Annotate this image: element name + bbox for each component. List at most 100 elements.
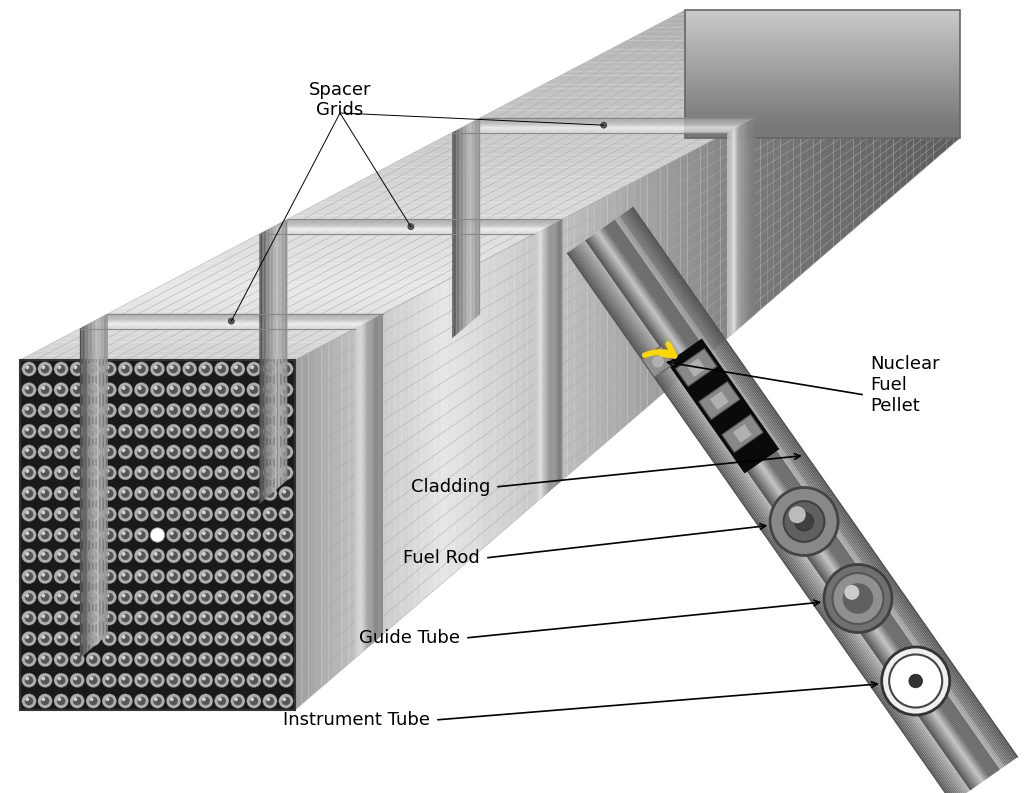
Circle shape (230, 465, 245, 480)
Polygon shape (272, 227, 273, 493)
Polygon shape (579, 243, 966, 793)
Circle shape (74, 448, 78, 452)
Circle shape (137, 552, 145, 560)
Polygon shape (421, 290, 428, 601)
Circle shape (266, 635, 270, 639)
Text: Instrument Tube: Instrument Tube (283, 711, 430, 729)
Circle shape (185, 655, 194, 664)
Polygon shape (612, 220, 998, 771)
Circle shape (54, 694, 69, 708)
Polygon shape (601, 228, 987, 780)
Circle shape (105, 406, 114, 415)
Circle shape (215, 673, 229, 688)
Polygon shape (466, 125, 468, 326)
Circle shape (185, 365, 194, 374)
Circle shape (122, 531, 126, 535)
Polygon shape (685, 44, 961, 48)
Polygon shape (654, 167, 660, 401)
Circle shape (185, 573, 189, 577)
Circle shape (882, 647, 949, 715)
Circle shape (233, 385, 242, 394)
Circle shape (54, 404, 69, 418)
Polygon shape (685, 57, 961, 61)
Circle shape (247, 507, 261, 522)
Circle shape (137, 634, 145, 643)
Circle shape (134, 465, 148, 480)
Circle shape (217, 676, 226, 684)
Circle shape (151, 362, 165, 376)
Circle shape (57, 552, 66, 560)
Circle shape (38, 507, 52, 522)
Circle shape (185, 511, 189, 515)
Circle shape (185, 531, 194, 539)
Polygon shape (536, 233, 537, 503)
Circle shape (169, 573, 178, 580)
Circle shape (137, 427, 145, 435)
Polygon shape (474, 262, 481, 556)
Circle shape (166, 631, 181, 646)
Polygon shape (561, 216, 567, 481)
Circle shape (25, 552, 33, 560)
Polygon shape (685, 117, 961, 121)
Circle shape (102, 528, 117, 542)
Circle shape (279, 694, 293, 708)
Circle shape (151, 653, 165, 667)
Circle shape (170, 511, 174, 515)
Polygon shape (754, 118, 755, 315)
Polygon shape (278, 224, 279, 488)
Polygon shape (479, 118, 480, 316)
Polygon shape (315, 346, 322, 693)
Polygon shape (90, 323, 91, 650)
Circle shape (170, 448, 174, 452)
Circle shape (217, 614, 226, 623)
Circle shape (38, 362, 52, 376)
Polygon shape (621, 185, 628, 430)
Circle shape (250, 635, 254, 639)
Circle shape (26, 656, 30, 660)
Circle shape (266, 427, 274, 435)
Circle shape (38, 445, 52, 459)
Circle shape (154, 427, 158, 431)
Polygon shape (947, 13, 953, 149)
Circle shape (22, 653, 36, 667)
Circle shape (57, 573, 66, 580)
Circle shape (137, 573, 141, 577)
Circle shape (234, 407, 238, 411)
Circle shape (215, 694, 229, 708)
Circle shape (217, 573, 226, 580)
Circle shape (266, 552, 270, 556)
Polygon shape (748, 118, 754, 321)
Circle shape (137, 406, 145, 415)
Circle shape (57, 407, 61, 411)
Polygon shape (734, 125, 740, 332)
Polygon shape (685, 52, 961, 57)
Circle shape (154, 552, 162, 560)
Polygon shape (591, 236, 977, 787)
Polygon shape (627, 36, 910, 40)
Circle shape (601, 122, 606, 128)
Polygon shape (444, 132, 727, 137)
Circle shape (166, 362, 181, 376)
Circle shape (73, 634, 81, 643)
Polygon shape (465, 125, 466, 328)
Circle shape (218, 366, 222, 370)
Polygon shape (953, 10, 961, 144)
Polygon shape (728, 132, 729, 337)
Polygon shape (600, 229, 986, 780)
Circle shape (122, 593, 126, 597)
Polygon shape (469, 120, 753, 124)
Circle shape (266, 448, 270, 452)
Polygon shape (375, 315, 382, 642)
Polygon shape (677, 10, 961, 14)
Circle shape (57, 634, 66, 643)
Polygon shape (694, 147, 700, 367)
Circle shape (105, 573, 110, 577)
Circle shape (86, 507, 100, 522)
Circle shape (122, 448, 126, 452)
Polygon shape (685, 95, 961, 100)
Circle shape (151, 424, 165, 439)
Circle shape (89, 366, 93, 370)
Circle shape (137, 365, 145, 374)
Polygon shape (99, 317, 100, 642)
Circle shape (54, 507, 69, 522)
